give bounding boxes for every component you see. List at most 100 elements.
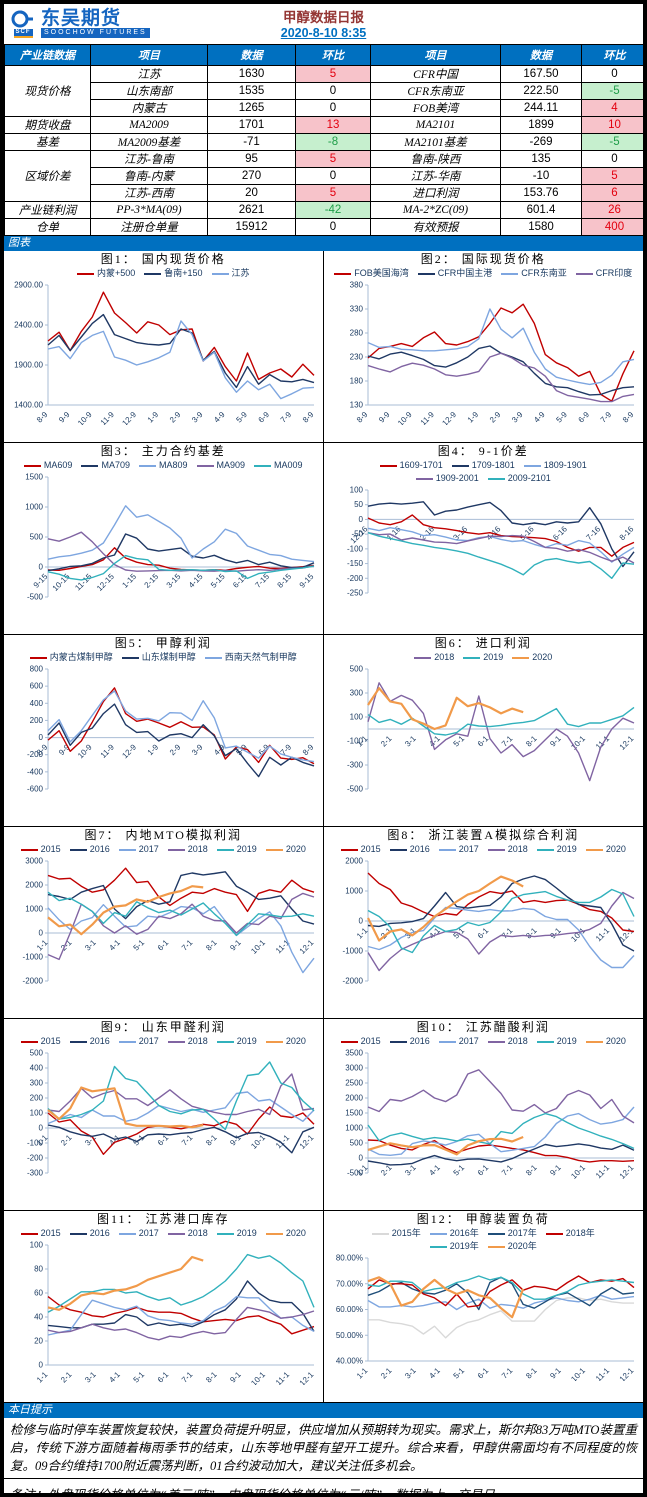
legend-label: 2017 <box>138 844 159 854</box>
y-axis-label: 2500 <box>345 1079 363 1088</box>
legend-swatch <box>121 656 139 659</box>
legend-item: 2015 <box>20 1035 61 1048</box>
y-axis-label: -150 <box>347 559 364 568</box>
legend-swatch <box>438 848 456 851</box>
x-axis-label: 6-9 <box>257 410 272 425</box>
y-axis-label: 3500 <box>345 1049 363 1058</box>
table-cell: 1899 <box>500 116 582 134</box>
table-cell: 1701 <box>207 116 296 134</box>
tips-section-bar: 本日提示 <box>4 1403 643 1418</box>
legend-item: 2015年 <box>371 1227 421 1240</box>
legend-swatch <box>69 848 87 851</box>
chart-line <box>368 1143 635 1166</box>
chart-line <box>48 1124 315 1154</box>
chart-line <box>367 1135 524 1156</box>
legend-swatch <box>254 464 272 467</box>
table-change-cell: 5 <box>295 150 371 168</box>
table-change-cell: 5 <box>295 65 371 83</box>
x-axis-label: 8-1 <box>204 938 219 953</box>
legend-swatch <box>487 1245 505 1248</box>
x-axis-label: 5-9 <box>235 410 250 425</box>
x-axis-label: 12-9 <box>441 410 459 425</box>
chart-cell: 图3： 主力合约基差 MA609 MA709 MA809 MA909 MA009 -500 0… <box>4 443 324 635</box>
legend-label: 2016 <box>409 844 430 854</box>
legend-swatch <box>438 1040 456 1043</box>
y-axis-label: 1900.00 <box>14 361 43 370</box>
chart-line <box>367 682 635 782</box>
legend-swatch <box>389 848 407 851</box>
x-axis-label: 3-1 <box>403 1366 418 1381</box>
legend-item: 2020 <box>265 1035 306 1048</box>
legend-item: 江苏 <box>211 267 250 280</box>
x-axis-label: 8-1 <box>524 1163 539 1178</box>
legend-swatch <box>585 1040 603 1043</box>
table-cell: 鲁南-陕西 <box>370 150 501 168</box>
y-axis-label: 300 <box>30 1079 44 1088</box>
report-frame: SCF 东吴期货 SOOCHOW FUTURES 甲醇数据日报 2020-8-1… <box>3 3 644 1494</box>
legend-swatch <box>76 272 94 275</box>
logo-company-name: 东吴期货 <box>41 8 122 29</box>
chart-line <box>367 872 635 933</box>
chart-line <box>367 1276 525 1319</box>
y-axis-label: 0 <box>359 1154 364 1163</box>
chart-cell: 图8： 浙江装置A模拟综合利润 2015 2016 2017 2018 2019 2020 -… <box>323 827 643 1019</box>
y-axis-label: 1000 <box>345 887 363 896</box>
chart-line <box>47 1253 315 1313</box>
chart-plot: 0 20 40 60 80 100 1-1 2-1 3-1 4-1 5-1 6-1 7-1 8-1 9-1 1… <box>30 1241 316 1388</box>
y-axis-label: 1000 <box>25 905 43 914</box>
legend-label: 2019 <box>236 1228 257 1238</box>
legend-item: 2019 <box>536 1035 577 1048</box>
chart-title: 图2： 国际现货价格 <box>420 252 546 266</box>
table-cell: MA2101基差 <box>370 133 501 151</box>
legend-item: 2018 <box>487 1035 528 1048</box>
x-axis-label: 12-9 <box>121 742 139 760</box>
table-cell: 1630 <box>207 65 296 83</box>
x-axis-label: 3-9 <box>510 410 525 425</box>
legend-swatch <box>20 848 38 851</box>
table-category-cell: 现货价格 <box>4 65 91 117</box>
chart-line <box>48 1295 315 1336</box>
legend-item: 2019 <box>536 843 577 856</box>
y-axis-label: 2000 <box>25 881 43 890</box>
legend-item: 2020 <box>265 1227 306 1240</box>
y-axis-label: 0 <box>39 1124 44 1133</box>
table-column-header: 产业链数据 <box>4 44 91 66</box>
legend-label: 1709-1801 <box>471 460 515 470</box>
legend-swatch <box>216 1232 234 1235</box>
y-axis-label: 1000 <box>345 1124 363 1133</box>
y-axis-label: 40 <box>34 1313 43 1322</box>
y-axis-label: 3000 <box>345 1064 363 1073</box>
table-change-cell: 5 <box>581 167 643 185</box>
chart-line <box>47 1086 204 1129</box>
legend-label: 2015 <box>360 1036 381 1046</box>
legend-item: 内蒙+500 <box>76 267 135 280</box>
legend-label: 2015 <box>40 844 61 854</box>
legend-item: 2018 <box>167 1035 208 1048</box>
x-axis-label: 8-1 <box>524 1366 539 1381</box>
x-axis-label: 7-9 <box>279 410 294 425</box>
y-axis-label: -300 <box>347 761 364 770</box>
x-axis-label: 10-1 <box>570 1366 588 1381</box>
legend-label: 鲁南+150 <box>164 268 203 278</box>
x-axis-label: 6-1 <box>156 938 171 953</box>
legend-label: 2015年 <box>391 1228 421 1238</box>
legend-label: MA909 <box>216 460 246 470</box>
legend-item: 2016 <box>69 1227 110 1240</box>
chart-cell: 图10： 江苏醋酸利润 2015 2016 2017 2018 2019 2020 -500 0… <box>323 1019 643 1211</box>
chart-cell: 图2： 国际现货价格 FOB美国海湾 CFR中国主港 CFR东南亚 CFR印度 130 18… <box>323 251 643 443</box>
chart-cell: 图11： 江苏港口库存 2015 2016 2017 2018 2019 2020 0 20 40… <box>4 1211 324 1403</box>
table-cell: MA2009基差 <box>90 133 208 151</box>
chart-line <box>48 867 315 913</box>
x-axis-label: 8-16 <box>618 524 636 542</box>
y-axis-label: 0 <box>39 1361 44 1370</box>
legend-swatch <box>118 1232 136 1235</box>
x-axis-label: 7-1 <box>500 1366 515 1381</box>
legend-swatch <box>487 477 505 480</box>
legend-swatch <box>415 477 433 480</box>
legend-label: 2020 <box>285 1228 306 1238</box>
table-column-header: 数据 <box>207 44 296 66</box>
legend-label: 内蒙古煤制甲醇 <box>49 652 113 662</box>
legend-swatch <box>144 272 162 275</box>
legend-swatch <box>167 848 185 851</box>
y-axis-label: -100 <box>347 737 364 746</box>
